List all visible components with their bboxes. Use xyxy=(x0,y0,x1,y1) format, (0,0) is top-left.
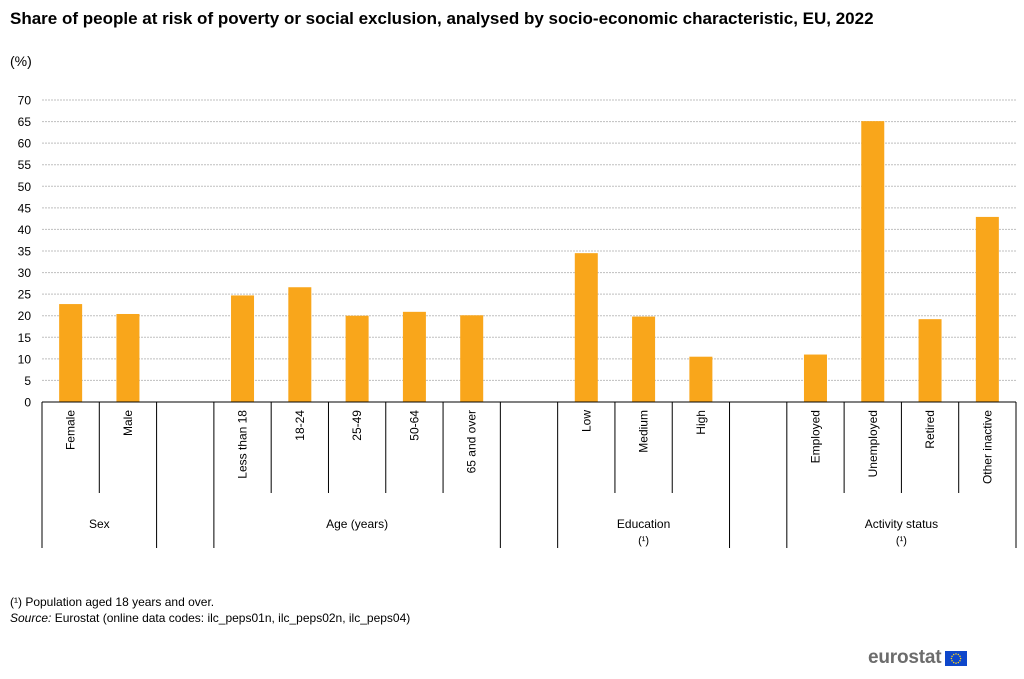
category-label: 18-24 xyxy=(293,410,307,441)
y-tick-label: 15 xyxy=(18,331,32,345)
flag-star xyxy=(960,657,962,659)
flag-star xyxy=(951,659,954,662)
bar xyxy=(288,287,312,402)
category-label: Female xyxy=(64,410,78,450)
y-tick-label: 70 xyxy=(18,94,32,108)
flag-star xyxy=(951,654,954,657)
logo-text: eurostat xyxy=(868,647,942,668)
flag-star xyxy=(955,652,958,655)
category-label: 65 and over xyxy=(465,410,479,473)
group-label: Education xyxy=(617,517,670,531)
y-tick-label: 25 xyxy=(18,288,32,302)
category-label: Unemployed xyxy=(866,410,880,477)
category-label: Retired xyxy=(923,410,937,449)
bar xyxy=(803,354,827,402)
bar xyxy=(402,311,426,402)
source-label: Source: xyxy=(10,611,52,625)
group-label: Age (years) xyxy=(326,517,388,531)
group-note: (¹) xyxy=(638,535,649,547)
bar xyxy=(460,315,484,402)
category-label: 50-64 xyxy=(407,410,421,441)
y-tick-label: 5 xyxy=(24,374,31,388)
y-tick-label: 50 xyxy=(18,180,32,194)
category-label: 25-49 xyxy=(350,410,364,441)
bar xyxy=(574,253,598,402)
category-label: Male xyxy=(121,410,135,436)
y-tick-label: 55 xyxy=(18,158,32,172)
bar xyxy=(59,304,83,402)
bar-chart: 0 5 10 15 20 25 30 35 40 45 50 55 60 65 70 Female Male Le… xyxy=(18,94,1017,548)
y-tick-label: 10 xyxy=(18,352,32,366)
chart-title: Share of people at risk of poverty or so… xyxy=(10,9,874,28)
eu-flag-icon xyxy=(945,650,968,666)
bar xyxy=(231,295,255,402)
y-tick-label: 35 xyxy=(18,245,32,259)
unit-label: (%) xyxy=(10,53,32,69)
flag-star xyxy=(951,657,953,659)
footnotes: (¹) Population aged 18 years and over. S… xyxy=(10,594,410,626)
y-tick-label: 40 xyxy=(18,223,32,237)
y-tick-label: 20 xyxy=(18,309,32,323)
flag-star xyxy=(959,654,962,657)
y-tick-label: 60 xyxy=(18,137,32,151)
flag-star xyxy=(959,659,962,662)
y-tick-label: 45 xyxy=(18,201,32,215)
category-label: Medium xyxy=(637,410,651,453)
group-label: Sex xyxy=(89,517,110,531)
source-line: Source: Eurostat (online data codes: ilc… xyxy=(10,610,410,626)
bar xyxy=(116,313,140,402)
y-tick-label: 0 xyxy=(24,396,31,410)
bar xyxy=(918,319,942,402)
category-label: Less than 18 xyxy=(236,410,250,479)
y-tick-label: 30 xyxy=(18,266,32,280)
flag-star xyxy=(953,661,955,663)
flag-star xyxy=(957,653,960,655)
bar xyxy=(861,121,885,402)
y-tick-label: 65 xyxy=(18,115,32,129)
bar xyxy=(975,216,999,402)
group-label: Activity status xyxy=(865,517,938,531)
flag-star xyxy=(955,661,958,664)
category-label: Employed xyxy=(808,410,822,463)
category-label: High xyxy=(694,410,708,435)
category-label: Other inactive xyxy=(980,410,994,484)
bar xyxy=(689,356,713,402)
flag-star xyxy=(953,653,955,655)
source-text: Eurostat (online data codes: ilc_peps01n… xyxy=(51,611,411,625)
bar xyxy=(632,316,656,402)
group-note: (¹) xyxy=(896,535,907,547)
bar xyxy=(345,315,369,402)
flag-star xyxy=(957,661,960,663)
population-footnote: (¹) Population aged 18 years and over. xyxy=(10,595,215,609)
category-label: Low xyxy=(579,410,593,432)
eurostat-logo: eurostat xyxy=(868,647,968,669)
